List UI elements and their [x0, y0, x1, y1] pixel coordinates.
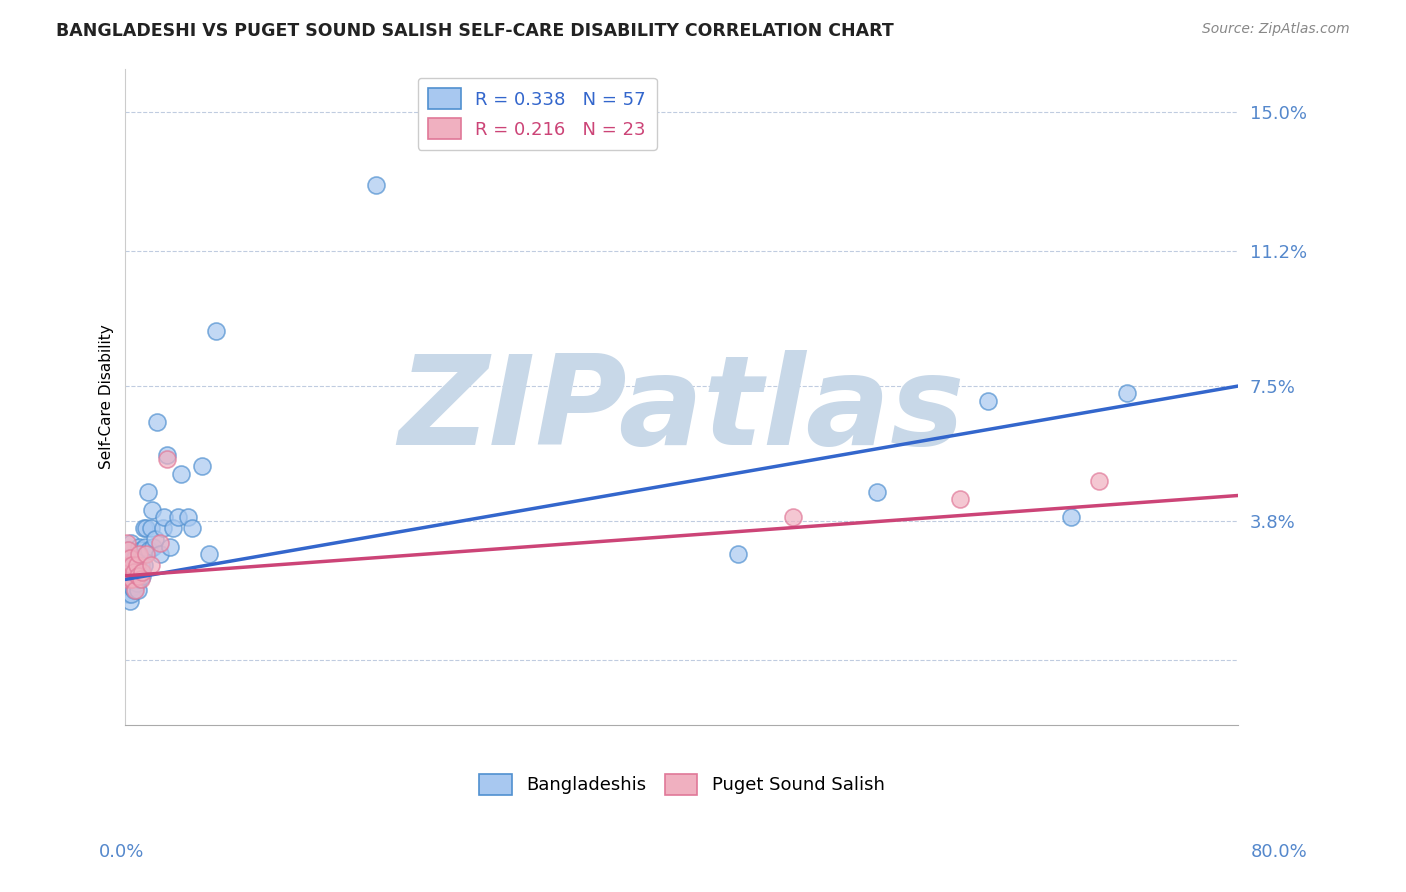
Point [142, 540, 165, 554]
Point [121, 573, 143, 587]
Text: ZIPatlas: ZIPatlas [399, 350, 965, 471]
Point [131, 547, 153, 561]
Point [128, 547, 150, 561]
Point [115, 573, 138, 587]
Point [866, 484, 889, 499]
Point [143, 533, 166, 547]
Point [191, 459, 214, 474]
Point [117, 558, 139, 572]
Point [146, 416, 169, 430]
Point [181, 521, 204, 535]
Point [127, 583, 149, 598]
Point [152, 521, 174, 535]
Point [121, 580, 143, 594]
Point [118, 565, 141, 579]
Text: 80.0%: 80.0% [1251, 843, 1308, 861]
Point [136, 484, 159, 499]
Point [128, 573, 150, 587]
Point [127, 558, 149, 572]
Point [149, 536, 172, 550]
Point [198, 547, 221, 561]
Point [125, 576, 148, 591]
Point [949, 492, 972, 507]
Point [167, 510, 190, 524]
Point [129, 558, 152, 572]
Point [120, 573, 142, 587]
Point [132, 558, 155, 572]
Point [364, 178, 387, 193]
Point [149, 547, 172, 561]
Point [129, 573, 152, 587]
Point [120, 536, 142, 550]
Point [117, 543, 139, 558]
Point [135, 521, 157, 535]
Point [131, 568, 153, 582]
Point [120, 587, 142, 601]
Point [156, 448, 179, 462]
Point [131, 565, 153, 579]
Point [115, 536, 138, 550]
Point [115, 573, 138, 587]
Point [118, 550, 141, 565]
Point [162, 521, 184, 535]
Point [170, 467, 193, 481]
Point [727, 547, 749, 561]
Legend: Bangladeshis, Puget Sound Salish: Bangladeshis, Puget Sound Salish [472, 766, 891, 802]
Point [1060, 510, 1083, 524]
Text: 0.0%: 0.0% [98, 843, 143, 861]
Point [132, 521, 155, 535]
Point [977, 393, 1000, 408]
Point [124, 583, 146, 598]
Point [121, 558, 143, 572]
Point [1088, 474, 1111, 488]
Point [1116, 386, 1139, 401]
Point [124, 561, 146, 575]
Point [159, 540, 181, 554]
Point [156, 452, 179, 467]
Point [124, 550, 146, 565]
Point [141, 503, 163, 517]
Point [139, 558, 162, 572]
Text: BANGLADESHI VS PUGET SOUND SALISH SELF-CARE DISABILITY CORRELATION CHART: BANGLADESHI VS PUGET SOUND SALISH SELF-C… [56, 22, 894, 40]
Text: Source: ZipAtlas.com: Source: ZipAtlas.com [1202, 22, 1350, 37]
Point [177, 510, 200, 524]
Point [125, 568, 148, 582]
Point [120, 565, 142, 579]
Point [117, 565, 139, 579]
Y-axis label: Self-Care Disability: Self-Care Disability [100, 325, 114, 469]
Point [122, 583, 145, 598]
Point [118, 558, 141, 572]
Point [139, 521, 162, 535]
Point [117, 587, 139, 601]
Point [134, 540, 156, 554]
Point [128, 540, 150, 554]
Point [118, 573, 141, 587]
Point [127, 568, 149, 582]
Point [205, 324, 228, 338]
Point [122, 568, 145, 582]
Point [138, 543, 160, 558]
Point [115, 550, 138, 565]
Point [135, 547, 157, 561]
Point [153, 510, 176, 524]
Point [125, 558, 148, 572]
Point [129, 543, 152, 558]
Point [122, 565, 145, 579]
Point [121, 558, 143, 572]
Point [118, 594, 141, 608]
Point [782, 510, 804, 524]
Point [117, 543, 139, 558]
